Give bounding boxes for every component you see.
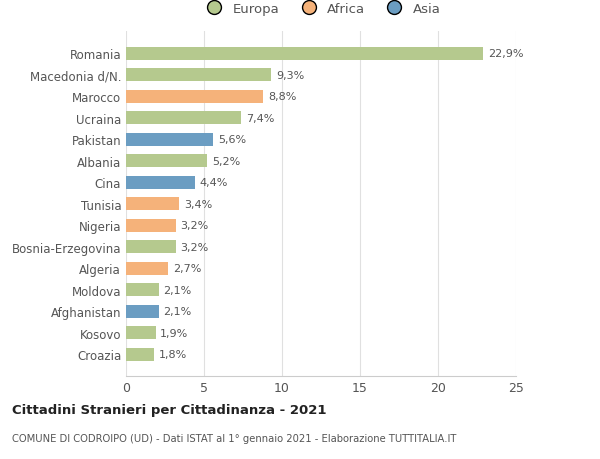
Bar [126, 305, 159, 318]
Text: 3,2%: 3,2% [181, 242, 209, 252]
Bar [126, 241, 176, 253]
Bar [126, 90, 263, 104]
Text: 2,1%: 2,1% [163, 307, 191, 316]
Text: 2,1%: 2,1% [163, 285, 191, 295]
Text: 2,7%: 2,7% [173, 263, 201, 274]
Bar [126, 262, 168, 275]
Bar [126, 48, 483, 61]
Text: 3,2%: 3,2% [181, 221, 209, 231]
Bar [126, 155, 207, 168]
Bar [126, 69, 271, 82]
Bar [126, 348, 154, 361]
Text: 3,4%: 3,4% [184, 199, 212, 209]
Bar [126, 134, 214, 146]
Text: 7,4%: 7,4% [246, 113, 274, 123]
Text: 1,8%: 1,8% [159, 349, 187, 359]
Text: 5,2%: 5,2% [212, 157, 240, 166]
Text: 5,6%: 5,6% [218, 135, 246, 145]
Bar [126, 198, 179, 211]
Text: 8,8%: 8,8% [268, 92, 296, 102]
Bar [126, 176, 194, 189]
Bar [126, 219, 176, 232]
Text: 9,3%: 9,3% [276, 71, 304, 81]
Legend: Europa, Africa, Asia: Europa, Africa, Asia [196, 0, 446, 21]
Bar [126, 326, 155, 339]
Text: 1,9%: 1,9% [160, 328, 188, 338]
Bar [126, 112, 241, 125]
Text: COMUNE DI CODROIPO (UD) - Dati ISTAT al 1° gennaio 2021 - Elaborazione TUTTITALI: COMUNE DI CODROIPO (UD) - Dati ISTAT al … [12, 433, 457, 442]
Text: Cittadini Stranieri per Cittadinanza - 2021: Cittadini Stranieri per Cittadinanza - 2… [12, 403, 326, 416]
Text: 4,4%: 4,4% [199, 178, 227, 188]
Bar [126, 284, 159, 297]
Text: 22,9%: 22,9% [488, 49, 523, 59]
